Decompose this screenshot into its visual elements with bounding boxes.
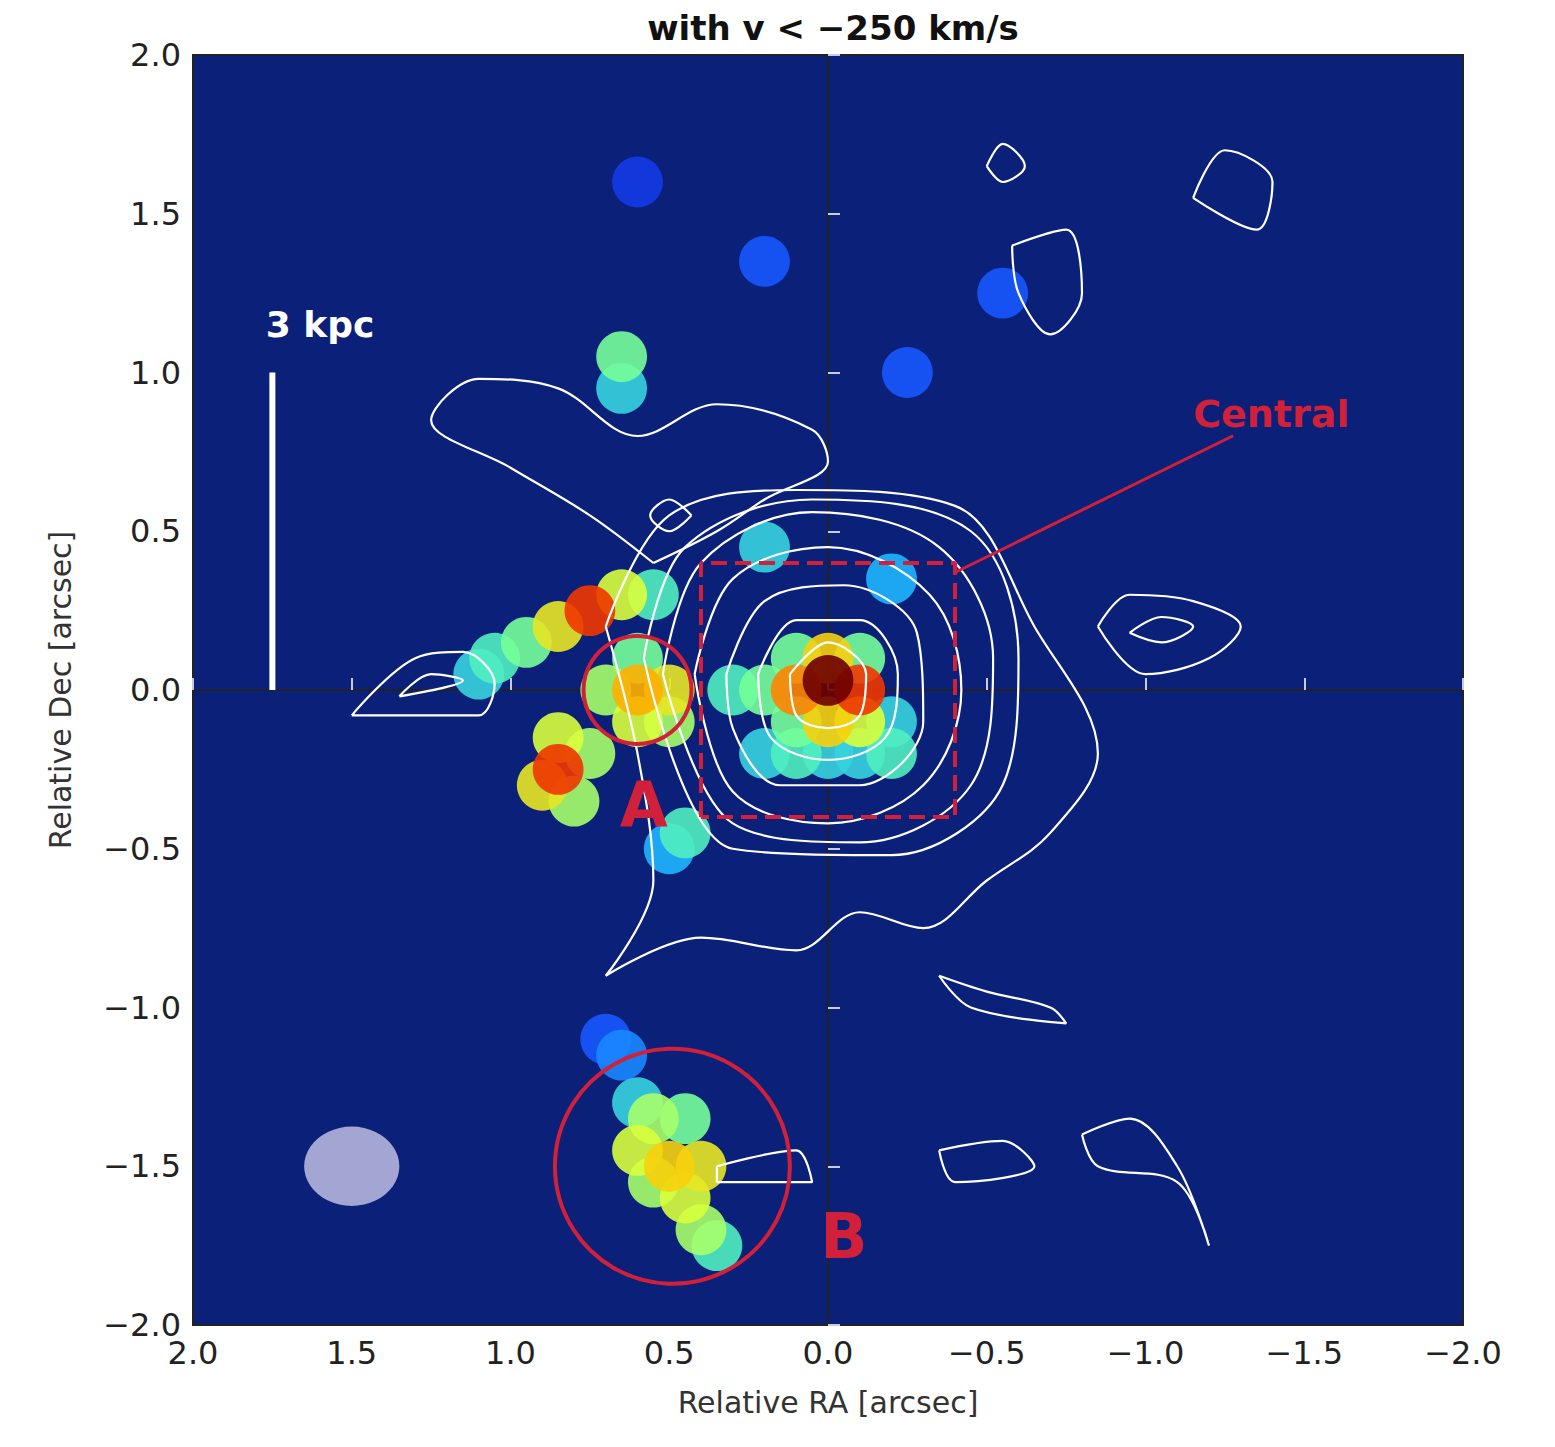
svg-text:1.0: 1.0 <box>130 354 181 392</box>
svg-text:2.0: 2.0 <box>168 1334 219 1372</box>
svg-text:0.0: 0.0 <box>130 671 181 709</box>
svg-text:Relative Dec [arcsec]: Relative Dec [arcsec] <box>43 531 78 850</box>
svg-text:0.0: 0.0 <box>803 1334 854 1372</box>
svg-text:with v < −250 km/s: with v < −250 km/s <box>647 8 1019 48</box>
svg-text:−1.5: −1.5 <box>103 1147 181 1185</box>
svg-text:1.5: 1.5 <box>130 195 181 233</box>
svg-text:0.5: 0.5 <box>130 512 181 550</box>
svg-text:−2.0: −2.0 <box>103 1306 181 1344</box>
svg-text:0.5: 0.5 <box>644 1334 695 1372</box>
svg-text:−2.0: −2.0 <box>1424 1334 1502 1372</box>
svg-text:A: A <box>620 768 668 841</box>
svg-text:−0.5: −0.5 <box>948 1334 1026 1372</box>
svg-text:3 kpc: 3 kpc <box>266 304 375 345</box>
svg-text:−1.0: −1.0 <box>1107 1334 1185 1372</box>
svg-text:1.5: 1.5 <box>326 1334 377 1372</box>
svg-text:2.0: 2.0 <box>130 36 181 74</box>
svg-text:B: B <box>820 1200 867 1273</box>
svg-text:Relative RA [arcsec]: Relative RA [arcsec] <box>678 1385 979 1420</box>
svg-text:Central: Central <box>1193 392 1349 436</box>
svg-text:−1.0: −1.0 <box>103 989 181 1027</box>
svg-text:−0.5: −0.5 <box>103 830 181 868</box>
svg-text:1.0: 1.0 <box>485 1334 536 1372</box>
svg-text:−1.5: −1.5 <box>1265 1334 1343 1372</box>
